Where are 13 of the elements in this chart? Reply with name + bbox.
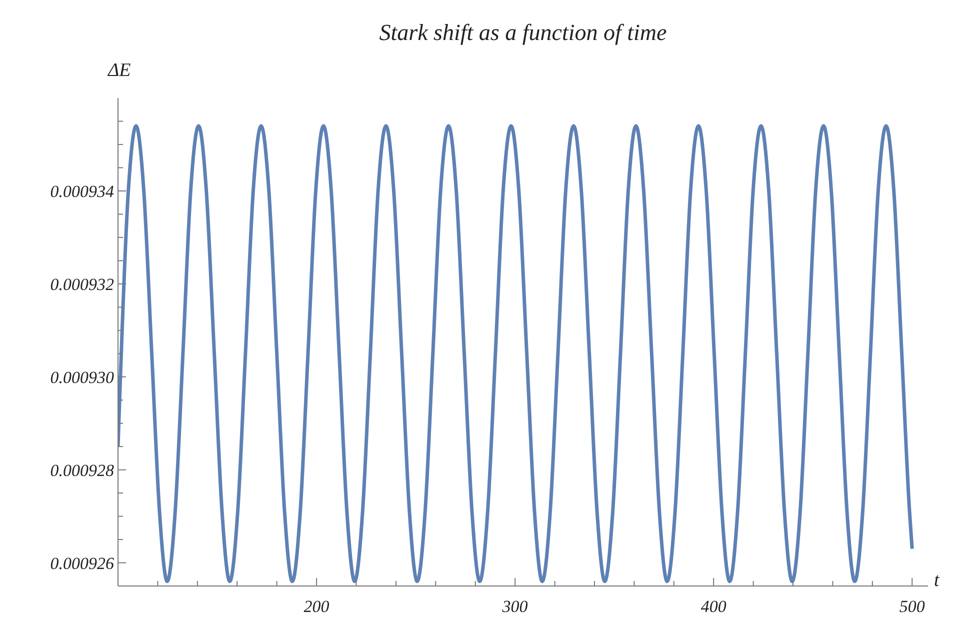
y-tick-label: 0.000930: [50, 368, 114, 387]
line-series: [118, 124, 914, 584]
x-tick-label: 300: [501, 597, 528, 616]
y-axis-title: ΔE: [108, 60, 131, 82]
x-tick-label: 400: [700, 597, 727, 616]
x-axis-title: t: [934, 570, 940, 592]
y-tick-label: 0.000934: [50, 182, 114, 201]
x-tick-label: 200: [304, 597, 330, 616]
y-tick-label: 0.000926: [50, 554, 114, 573]
x-tick-label: 500: [899, 597, 926, 616]
y-tick-label: 0.000928: [50, 460, 114, 480]
y-tick-label: 0.000932: [50, 274, 114, 294]
chart-title: Stark shift as a function of time: [378, 20, 668, 46]
